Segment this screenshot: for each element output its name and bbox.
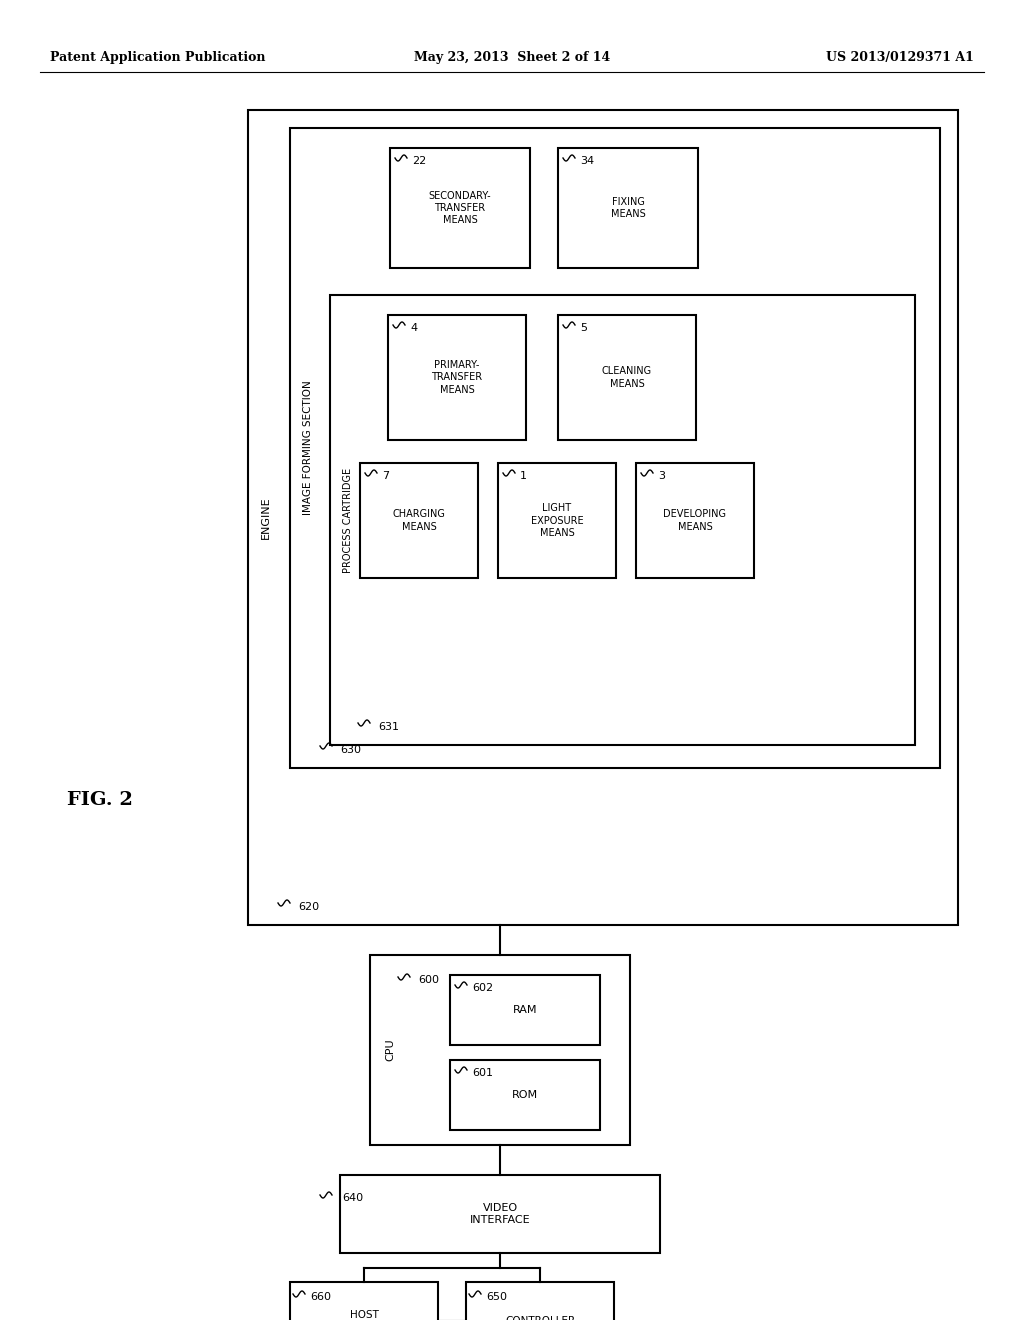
- Text: CONTROLLER: CONTROLLER: [505, 1316, 575, 1320]
- Bar: [340, 1175, 660, 1253]
- Text: FIXING
MEANS: FIXING MEANS: [610, 197, 645, 219]
- Text: DEVELOPING
MEANS: DEVELOPING MEANS: [664, 510, 726, 532]
- Bar: [390, 148, 530, 268]
- Text: 602: 602: [472, 983, 494, 993]
- Text: 3: 3: [658, 471, 665, 480]
- Text: SECONDARY-
TRANSFER
MEANS: SECONDARY- TRANSFER MEANS: [429, 190, 492, 226]
- Bar: [498, 463, 616, 578]
- Text: 640: 640: [342, 1193, 364, 1203]
- Text: CPU: CPU: [385, 1039, 395, 1061]
- Bar: [466, 1282, 614, 1320]
- Text: RAM: RAM: [513, 1005, 538, 1015]
- Text: 4: 4: [410, 323, 417, 333]
- Bar: [248, 110, 958, 925]
- Text: 660: 660: [310, 1292, 331, 1302]
- Bar: [388, 315, 526, 440]
- Bar: [450, 1060, 600, 1130]
- Text: 7: 7: [382, 471, 389, 480]
- Text: 34: 34: [580, 156, 594, 166]
- Text: PROCESS CARTRIDGE: PROCESS CARTRIDGE: [343, 467, 353, 573]
- Text: HOST
COMPUTER: HOST COMPUTER: [335, 1309, 393, 1320]
- Text: 1: 1: [520, 471, 527, 480]
- Text: May 23, 2013  Sheet 2 of 14: May 23, 2013 Sheet 2 of 14: [414, 50, 610, 63]
- Text: CHARGING
MEANS: CHARGING MEANS: [392, 510, 445, 532]
- Text: US 2013/0129371 A1: US 2013/0129371 A1: [826, 50, 974, 63]
- Bar: [360, 463, 478, 578]
- Text: CLEANING
MEANS: CLEANING MEANS: [602, 366, 652, 388]
- Text: FIG. 2: FIG. 2: [67, 791, 133, 809]
- Bar: [450, 975, 600, 1045]
- Bar: [290, 1282, 438, 1320]
- Text: ROM: ROM: [512, 1090, 538, 1100]
- Text: Patent Application Publication: Patent Application Publication: [50, 50, 265, 63]
- Text: VIDEO
INTERFACE: VIDEO INTERFACE: [470, 1203, 530, 1225]
- Text: 620: 620: [298, 902, 319, 912]
- Bar: [558, 315, 696, 440]
- Text: PRIMARY-
TRANSFER
MEANS: PRIMARY- TRANSFER MEANS: [431, 360, 482, 395]
- Text: ENGINE: ENGINE: [261, 496, 271, 539]
- Text: 650: 650: [486, 1292, 507, 1302]
- Bar: [290, 128, 940, 768]
- Bar: [636, 463, 754, 578]
- Text: 600: 600: [418, 975, 439, 985]
- Bar: [558, 148, 698, 268]
- Bar: [370, 954, 630, 1144]
- Text: IMAGE FORMING SECTION: IMAGE FORMING SECTION: [303, 380, 313, 515]
- Text: 630: 630: [340, 744, 361, 755]
- Text: 601: 601: [472, 1068, 493, 1078]
- Text: 5: 5: [580, 323, 587, 333]
- Text: LIGHT
EXPOSURE
MEANS: LIGHT EXPOSURE MEANS: [530, 503, 584, 539]
- Text: 631: 631: [378, 722, 399, 733]
- Text: 22: 22: [412, 156, 426, 166]
- Bar: [330, 294, 915, 744]
